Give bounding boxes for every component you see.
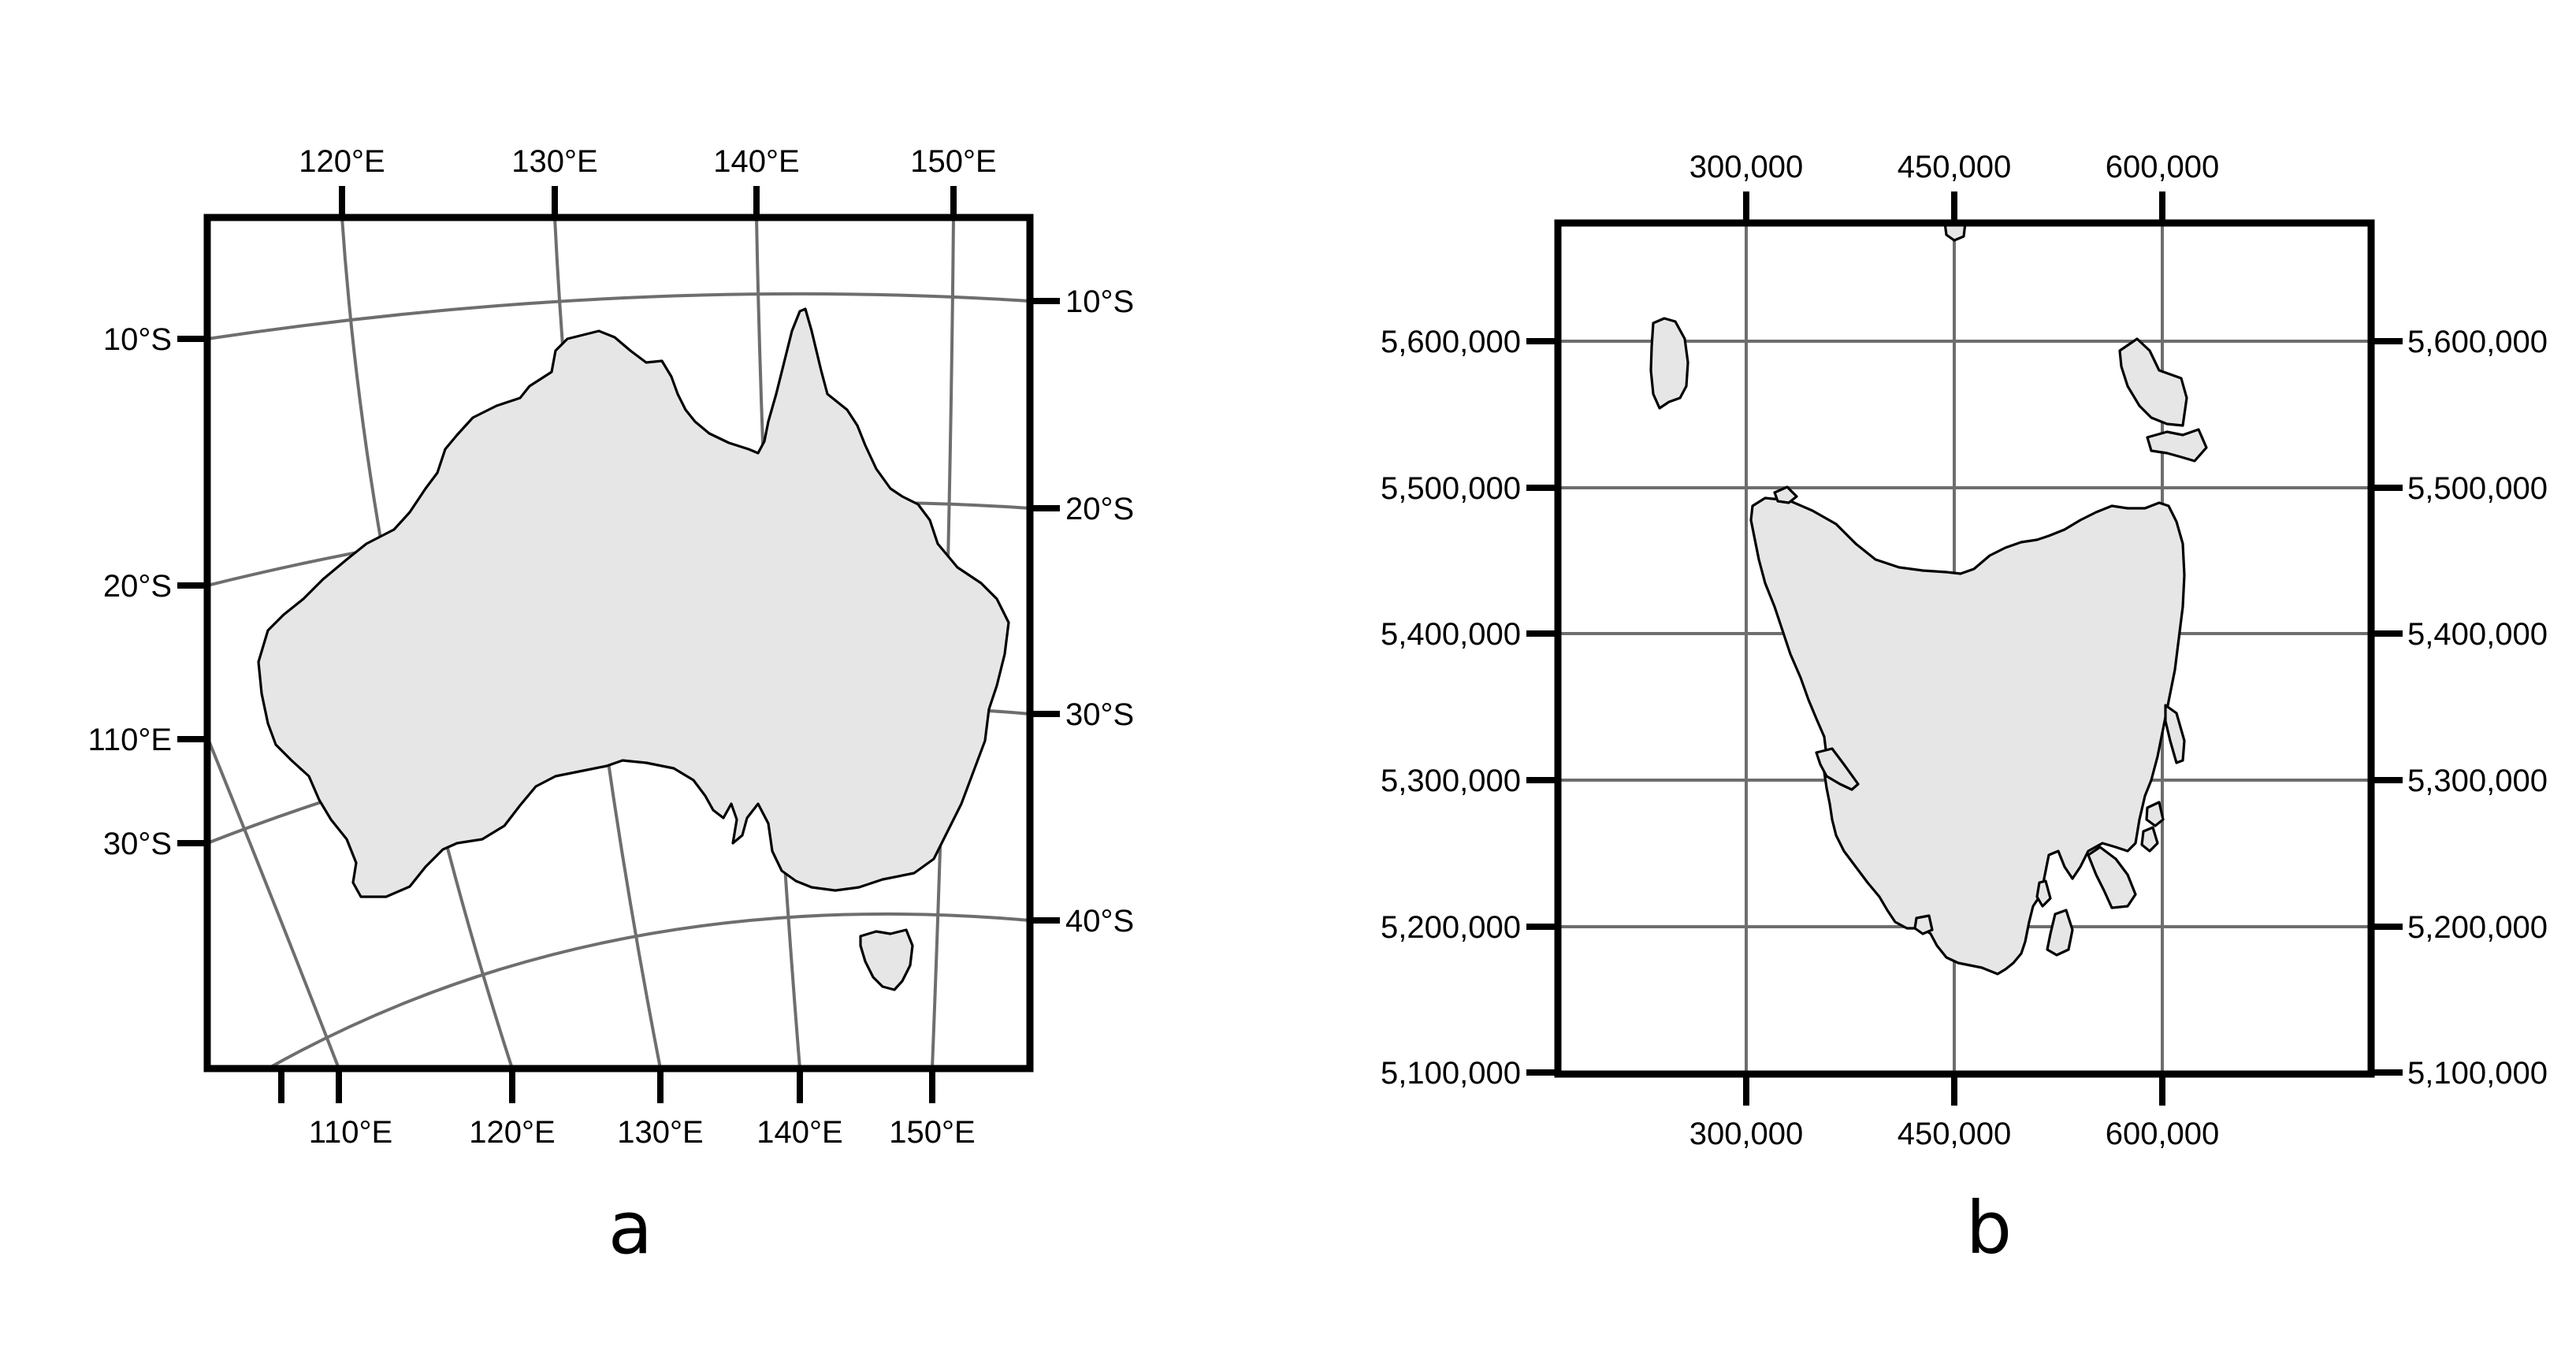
labels-b-left: 5,600,000 5,500,000 5,400,000 5,300,000 …	[1381, 325, 1521, 1091]
labels-a-top: 120°E 130°E 140°E 150°E	[299, 144, 996, 179]
labels-b-bottom: 300,000 450,000 600,000	[1689, 1117, 2220, 1151]
label-b-left: 5,100,000	[1381, 1056, 1521, 1091]
label-b-left: 5,400,000	[1381, 617, 1521, 652]
sw-island	[1913, 914, 1934, 935]
label-a-left: 10°S	[103, 322, 172, 357]
label-b-bottom: 300,000	[1689, 1117, 1804, 1151]
parallel-40s	[267, 912, 1030, 1069]
panel-caption-b: b	[1966, 1186, 2012, 1270]
label-b-top: 450,000	[1898, 150, 2012, 184]
label-b-right: 5,200,000	[2407, 910, 2548, 945]
ticks-a	[177, 186, 1060, 1103]
label-b-right: 5,500,000	[2407, 471, 2548, 506]
label-a-left: 20°S	[103, 569, 172, 604]
map-frame-a	[203, 214, 1034, 1072]
labels-b-top: 300,000 450,000 600,000	[1689, 150, 2220, 184]
label-a-right: 40°S	[1065, 904, 1134, 939]
label-b-left: 5,300,000	[1381, 764, 1521, 798]
label-b-right: 5,300,000	[2407, 764, 2548, 798]
label-b-left: 5,200,000	[1381, 910, 1521, 945]
macquarie-harbour	[1815, 747, 1860, 791]
panel-b: 300,000 450,000 600,000 300,000 450,000 …	[1381, 150, 2548, 1270]
label-b-left: 5,500,000	[1381, 471, 1521, 506]
label-a-bottom: 150°E	[889, 1115, 975, 1150]
label-a-bottom: 120°E	[469, 1115, 555, 1150]
label-b-top: 600,000	[2106, 150, 2220, 184]
label-a-left: 30°S	[103, 827, 172, 861]
labels-b-right: 5,600,000 5,500,000 5,400,000 5,300,000 …	[2407, 325, 2548, 1091]
labels-a-right: 10°S 20°S 30°S 40°S	[1065, 284, 1134, 939]
label-b-right: 5,600,000	[2407, 325, 2548, 359]
cape-barren-island	[2146, 428, 2208, 463]
labels-a-bottom: 110°E 120°E 130°E 140°E 150°E	[309, 1115, 976, 1150]
tasman-peninsula	[2087, 846, 2137, 909]
panel-caption-a: a	[608, 1186, 652, 1270]
label-a-bottom: 110°E	[309, 1115, 392, 1150]
label-a-right: 10°S	[1065, 284, 1134, 319]
flinders-island	[2118, 337, 2188, 427]
label-b-right: 5,100,000	[2407, 1056, 2548, 1091]
labels-a-left: 10°S 20°S 110°E 30°S	[88, 322, 172, 861]
east-coast-sliver	[2164, 704, 2186, 764]
land-australia	[257, 307, 1010, 991]
label-b-right: 5,400,000	[2407, 617, 2548, 652]
label-a-top: 130°E	[511, 144, 597, 179]
label-a-top: 140°E	[713, 144, 799, 179]
freycinet	[2145, 801, 2165, 827]
label-a-top: 120°E	[299, 144, 385, 179]
land-tasmania	[1649, 223, 2208, 976]
panel-a: 120°E 130°E 140°E 150°E 110°E 120°E 130°…	[88, 144, 1135, 1270]
ticks-b	[1526, 191, 2403, 1106]
label-b-bottom: 450,000	[1898, 1117, 2012, 1151]
king-island	[1649, 317, 1689, 410]
label-b-top: 300,000	[1689, 150, 1804, 184]
label-a-right: 30°S	[1065, 697, 1134, 732]
hunter-island	[1773, 485, 1798, 504]
label-a-top: 150°E	[910, 144, 996, 179]
label-b-left: 5,600,000	[1381, 325, 1521, 359]
maria-island	[2140, 826, 2159, 853]
dentrecasteaux	[2035, 879, 2052, 908]
label-a-bottom: 140°E	[756, 1115, 842, 1150]
label-a-left: 110°E	[88, 723, 172, 757]
tasmania-main	[1749, 496, 2186, 976]
label-b-bottom: 600,000	[2106, 1117, 2220, 1151]
australia-mainland	[257, 307, 1010, 898]
bruny-island	[2046, 909, 2074, 957]
map-frame-b	[1554, 219, 2375, 1078]
label-a-bottom: 130°E	[617, 1115, 703, 1150]
tasmania-small	[859, 928, 914, 991]
meridian-110e	[207, 736, 340, 1069]
islet-north	[1943, 223, 1967, 242]
label-a-right: 20°S	[1065, 492, 1134, 526]
parallel-10s	[207, 292, 1030, 340]
